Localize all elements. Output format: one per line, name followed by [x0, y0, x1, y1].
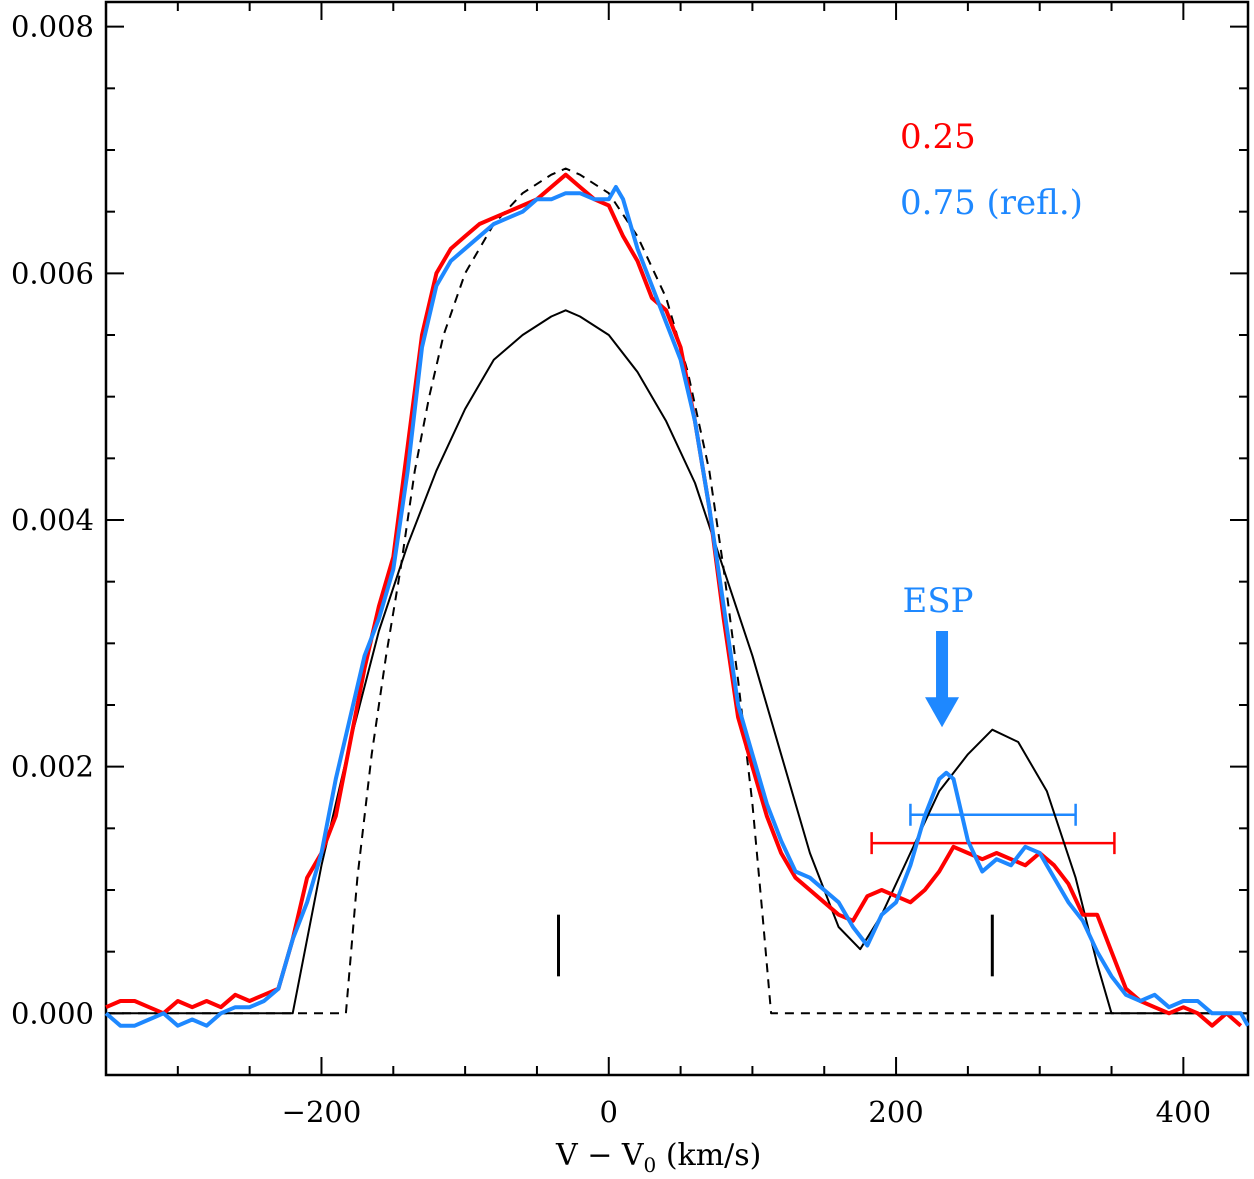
plot-frame	[104, 0, 1250, 1077]
y-tick-label: 0.004	[11, 503, 94, 537]
x-tick-label: 200	[868, 1095, 923, 1129]
x-axis-title-sub: 0	[644, 1153, 657, 1175]
series-0-75-refl-	[104, 185, 1250, 1028]
series-model-dashed	[106, 167, 1248, 1015]
x-tick-label: −200	[282, 1095, 362, 1129]
series-model-solid	[106, 309, 1248, 1015]
legend-entry-1: 0.75 (refl.)	[900, 183, 1083, 223]
marks-layer	[556, 631, 1116, 977]
x-tick-label: 400	[1156, 1095, 1211, 1129]
y-tick-label: 0.000	[11, 996, 94, 1030]
y-tick-label: 0.002	[11, 750, 94, 784]
esp-arrow-head	[925, 697, 960, 728]
x-axis-title: V − V0 (km/s)	[555, 1138, 761, 1175]
y-tick-label: 0.008	[11, 10, 94, 44]
legend-entry-0: 0.25	[900, 117, 976, 157]
text-layer: 0.25 0.75 (refl.) ESP V − V0 (km/s)	[555, 117, 1083, 1177]
x-axis-title-main: V − V	[555, 1138, 645, 1173]
esp-label: ESP	[903, 581, 974, 621]
x-axis-title-units: (km/s)	[656, 1138, 761, 1173]
x-tick-label: 0	[600, 1095, 618, 1129]
ticks-layer: −200 0 200 400 0.000 0.002 0.004 0.006 0.008	[11, 2, 1248, 1129]
series-layer	[104, 167, 1250, 1028]
series-0-25	[105, 172, 1243, 1028]
y-tick-label: 0.006	[11, 256, 94, 290]
